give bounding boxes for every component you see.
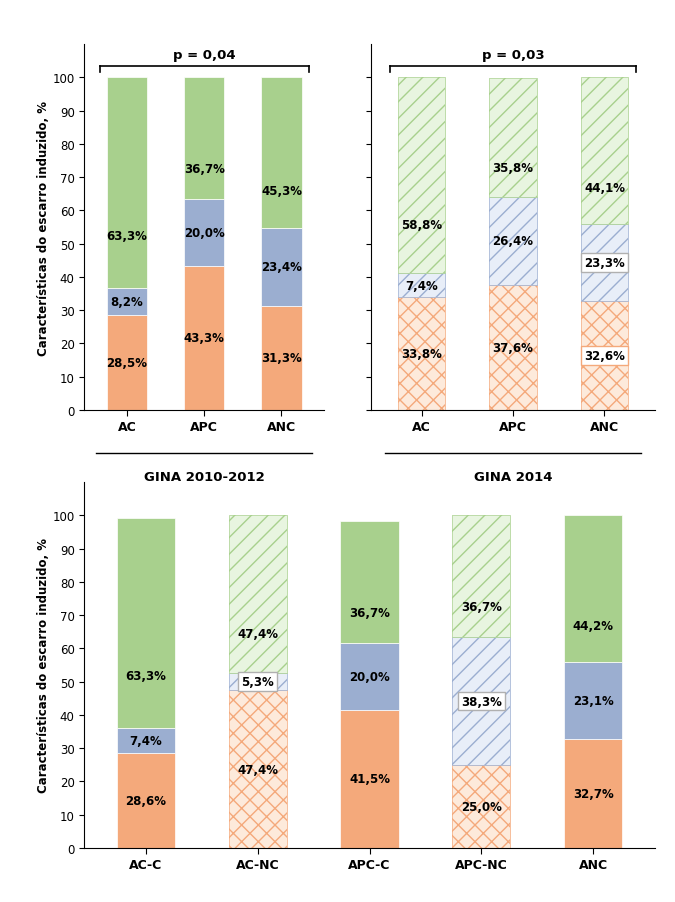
Text: 5,3%: 5,3% xyxy=(242,676,274,688)
Text: 23,3%: 23,3% xyxy=(584,257,625,270)
Bar xyxy=(398,299,446,410)
Bar xyxy=(580,225,628,302)
Text: 47,4%: 47,4% xyxy=(237,763,278,776)
Bar xyxy=(117,518,175,728)
Bar xyxy=(261,78,302,229)
Text: 63,3%: 63,3% xyxy=(126,669,166,682)
Bar xyxy=(229,673,287,690)
Bar xyxy=(229,515,287,673)
Text: 41,5%: 41,5% xyxy=(349,772,390,786)
Text: 47,4%: 47,4% xyxy=(237,627,278,640)
Text: 32,7%: 32,7% xyxy=(573,787,614,800)
Text: 32,6%: 32,6% xyxy=(584,350,625,363)
Text: 44,1%: 44,1% xyxy=(584,181,625,195)
Text: 63,3%: 63,3% xyxy=(107,229,147,243)
Text: 44,2%: 44,2% xyxy=(573,620,614,632)
Text: 36,7%: 36,7% xyxy=(349,607,390,620)
Bar xyxy=(580,302,628,410)
Bar xyxy=(580,78,628,225)
Bar xyxy=(489,198,537,286)
Bar xyxy=(184,267,224,410)
Bar xyxy=(398,299,446,410)
Text: 28,5%: 28,5% xyxy=(107,356,147,370)
Bar xyxy=(261,307,302,410)
Text: 45,3%: 45,3% xyxy=(261,185,302,198)
Y-axis label: Características do escarro induzido, %: Características do escarro induzido, % xyxy=(36,538,50,793)
Y-axis label: Características do escarro induzido, %: Características do escarro induzido, % xyxy=(36,100,50,355)
Text: 7,4%: 7,4% xyxy=(405,280,438,292)
Bar xyxy=(261,229,302,307)
Bar xyxy=(340,710,399,848)
Text: 38,3%: 38,3% xyxy=(461,695,502,708)
Bar xyxy=(489,286,537,410)
Bar xyxy=(452,638,510,765)
Text: 58,8%: 58,8% xyxy=(401,218,442,231)
Bar xyxy=(184,78,224,200)
Bar xyxy=(489,79,537,198)
Bar xyxy=(107,289,147,316)
Bar xyxy=(452,516,510,638)
Text: GINA 2014: GINA 2014 xyxy=(474,470,552,483)
Text: 35,8%: 35,8% xyxy=(493,161,533,175)
Text: 7,4%: 7,4% xyxy=(130,734,162,747)
Bar xyxy=(117,728,175,753)
Bar xyxy=(229,690,287,848)
Bar xyxy=(489,286,537,410)
Bar xyxy=(398,273,446,299)
Text: 8,2%: 8,2% xyxy=(111,296,143,308)
Bar xyxy=(580,225,628,302)
Bar xyxy=(340,644,399,710)
Bar xyxy=(107,78,147,289)
Text: 31,3%: 31,3% xyxy=(261,352,302,365)
Text: 23,4%: 23,4% xyxy=(261,261,302,274)
Bar xyxy=(452,638,510,765)
Bar xyxy=(489,79,537,198)
Bar xyxy=(564,740,622,848)
Text: 33,8%: 33,8% xyxy=(401,348,442,361)
Bar xyxy=(564,663,622,740)
Text: 20,0%: 20,0% xyxy=(349,670,390,684)
Bar xyxy=(229,673,287,690)
Text: GINA 2010-2012: GINA 2010-2012 xyxy=(144,470,265,483)
Bar xyxy=(398,78,446,273)
Text: 23,1%: 23,1% xyxy=(573,695,614,707)
Bar xyxy=(340,521,399,644)
Bar xyxy=(452,765,510,848)
Bar xyxy=(184,200,224,267)
Text: p = 0,03: p = 0,03 xyxy=(482,49,544,61)
Text: 25,0%: 25,0% xyxy=(461,800,502,813)
Text: 26,4%: 26,4% xyxy=(493,235,533,248)
Bar xyxy=(580,302,628,410)
Bar xyxy=(229,515,287,673)
Bar xyxy=(452,516,510,638)
Text: 28,6%: 28,6% xyxy=(126,794,166,807)
Bar xyxy=(489,198,537,286)
Text: 43,3%: 43,3% xyxy=(184,332,225,345)
Text: 36,7%: 36,7% xyxy=(461,601,502,613)
Bar xyxy=(564,516,622,663)
Bar xyxy=(398,78,446,273)
Bar xyxy=(580,78,628,225)
Bar xyxy=(107,316,147,410)
Bar xyxy=(229,690,287,848)
Bar xyxy=(117,753,175,848)
Text: 36,7%: 36,7% xyxy=(184,163,225,176)
Bar xyxy=(398,273,446,299)
Text: 20,0%: 20,0% xyxy=(184,227,225,240)
Text: 37,6%: 37,6% xyxy=(493,342,533,354)
Bar xyxy=(452,765,510,848)
Text: p = 0,04: p = 0,04 xyxy=(173,49,236,61)
